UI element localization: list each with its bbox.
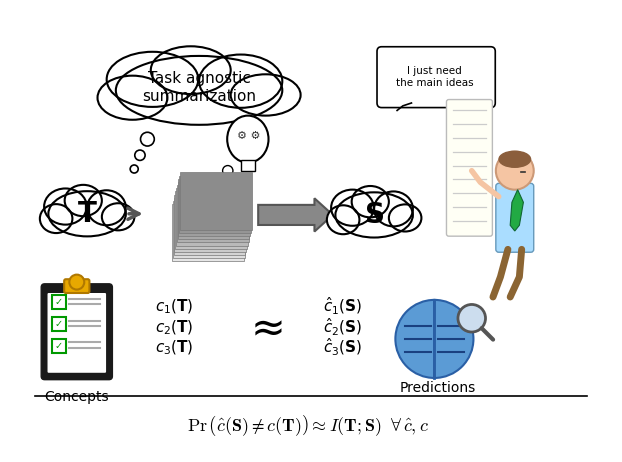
Ellipse shape — [102, 203, 134, 231]
FancyBboxPatch shape — [180, 172, 252, 230]
FancyBboxPatch shape — [175, 191, 247, 249]
Wedge shape — [396, 300, 434, 378]
Text: ⚙ ⚙: ⚙ ⚙ — [237, 131, 261, 141]
Text: Task agnostic
summarization: Task agnostic summarization — [142, 71, 256, 103]
Text: $\approx$: $\approx$ — [242, 306, 282, 348]
Ellipse shape — [389, 204, 422, 231]
Ellipse shape — [335, 192, 413, 237]
Ellipse shape — [331, 189, 374, 226]
Text: $\hat{c}_1(\mathbf{S})$: $\hat{c}_1(\mathbf{S})$ — [323, 296, 362, 317]
Text: ✓: ✓ — [55, 319, 63, 329]
Text: $\Pr\left(\hat{c}(\mathbf{S}) \neq c(\mathbf{T})\right) \approx I(\mathbf{T};\ma: $\Pr\left(\hat{c}(\mathbf{S}) \neq c(\ma… — [187, 413, 429, 438]
Text: ✓: ✓ — [55, 297, 63, 307]
FancyBboxPatch shape — [177, 185, 249, 243]
FancyBboxPatch shape — [179, 176, 251, 233]
FancyBboxPatch shape — [52, 295, 66, 309]
FancyBboxPatch shape — [241, 160, 255, 171]
FancyBboxPatch shape — [178, 182, 249, 239]
Text: $\hat{c}_2(\mathbf{S})$: $\hat{c}_2(\mathbf{S})$ — [323, 317, 362, 338]
FancyBboxPatch shape — [173, 201, 244, 258]
FancyBboxPatch shape — [41, 284, 113, 380]
Text: $c_3(\mathbf{T})$: $c_3(\mathbf{T})$ — [155, 338, 193, 357]
Text: Predictions: Predictions — [399, 382, 475, 395]
FancyArrow shape — [258, 198, 333, 231]
Text: $\mathbf{T}$: $\mathbf{T}$ — [77, 200, 98, 228]
FancyBboxPatch shape — [174, 195, 246, 252]
Ellipse shape — [351, 186, 389, 217]
Circle shape — [496, 152, 534, 190]
Ellipse shape — [499, 151, 531, 167]
Wedge shape — [434, 300, 473, 378]
Text: $\hat{c}_3(\mathbf{S})$: $\hat{c}_3(\mathbf{S})$ — [323, 337, 362, 358]
Ellipse shape — [87, 190, 126, 225]
Circle shape — [458, 304, 486, 332]
FancyBboxPatch shape — [176, 188, 248, 246]
FancyBboxPatch shape — [496, 183, 534, 252]
Circle shape — [130, 165, 138, 173]
Circle shape — [216, 180, 225, 188]
Ellipse shape — [116, 56, 282, 125]
Circle shape — [210, 192, 216, 198]
FancyBboxPatch shape — [52, 339, 66, 353]
Ellipse shape — [107, 52, 198, 107]
Ellipse shape — [199, 55, 282, 108]
Circle shape — [135, 150, 145, 160]
Text: I just need
the main ideas: I just need the main ideas — [396, 67, 473, 88]
Ellipse shape — [65, 185, 102, 216]
Polygon shape — [510, 190, 523, 231]
Ellipse shape — [98, 76, 167, 120]
FancyBboxPatch shape — [172, 204, 244, 261]
FancyBboxPatch shape — [447, 99, 493, 236]
Ellipse shape — [374, 191, 413, 226]
Ellipse shape — [227, 116, 269, 163]
Ellipse shape — [44, 188, 86, 225]
FancyBboxPatch shape — [64, 279, 90, 293]
Text: $c_1(\mathbf{T})$: $c_1(\mathbf{T})$ — [155, 298, 193, 316]
Circle shape — [223, 165, 233, 176]
FancyBboxPatch shape — [174, 198, 246, 255]
Ellipse shape — [49, 191, 126, 237]
Circle shape — [141, 132, 154, 146]
Text: Concepts: Concepts — [45, 390, 109, 404]
Text: $\mathbf{S}$: $\mathbf{S}$ — [364, 201, 384, 229]
FancyBboxPatch shape — [52, 317, 66, 331]
FancyBboxPatch shape — [377, 47, 495, 108]
Circle shape — [69, 274, 84, 290]
FancyBboxPatch shape — [179, 179, 250, 236]
Text: $c_2(\mathbf{T})$: $c_2(\mathbf{T})$ — [155, 318, 193, 337]
Text: ✓: ✓ — [55, 341, 63, 351]
Ellipse shape — [231, 74, 300, 116]
Ellipse shape — [40, 204, 72, 233]
FancyBboxPatch shape — [47, 293, 106, 373]
Ellipse shape — [151, 46, 231, 94]
Ellipse shape — [327, 205, 360, 234]
